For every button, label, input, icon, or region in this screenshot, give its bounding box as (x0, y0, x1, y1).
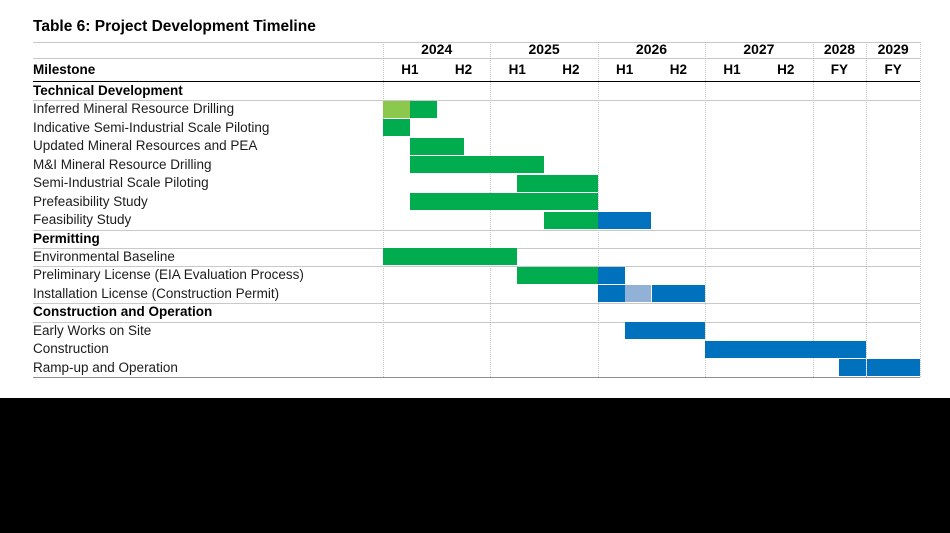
row-label: Early Works on Site (33, 322, 152, 338)
gantt-bar-segment (624, 285, 652, 303)
halfyear-label: H1 (616, 62, 634, 77)
gantt-bar-segment (651, 285, 706, 303)
year-gridline (705, 42, 707, 377)
row-label: Installation License (Construction Permi… (33, 285, 280, 301)
halfyear-label: H2 (454, 62, 473, 77)
year-label: 2024 (421, 41, 453, 57)
year-gridline (866, 42, 868, 377)
gantt-bar-segment (597, 211, 652, 229)
section-header: Technical Development (33, 83, 183, 98)
halfyear-label: H2 (777, 62, 795, 77)
year-label: 2027 (743, 41, 775, 57)
section-divider-line (33, 321, 920, 323)
gantt-bar-segment (383, 248, 518, 266)
milestone-column-header: Milestone (33, 62, 96, 77)
row-label: Semi-Industrial Scale Piloting (33, 175, 209, 191)
year-label: 2025 (528, 41, 560, 57)
row-label: Updated Mineral Resources and PEA (33, 138, 258, 154)
gantt-bar-segment (517, 174, 598, 192)
year-label: 2028 (823, 41, 856, 57)
gantt-bar-segment (409, 193, 598, 211)
gantt-bar-segment (544, 211, 598, 229)
gantt-bar-segment (383, 119, 410, 137)
row-label: Inferred Mineral Resource Drilling (33, 101, 235, 117)
gantt-bar-segment (839, 359, 867, 376)
bottom-black-band (0, 398, 950, 533)
table-bottom-rule (33, 377, 920, 378)
row-label: Environmental Baseline (33, 248, 175, 264)
section-divider-line (33, 229, 920, 231)
gantt-bar-segment (409, 156, 545, 174)
row-label: Prefeasibility Study (33, 193, 148, 209)
section-divider-line (33, 100, 920, 102)
rule-under-years (33, 58, 920, 59)
section-header: Permitting (33, 230, 100, 246)
gantt-bar-segment (624, 322, 706, 340)
year-gridline (920, 42, 921, 377)
year-gridline (812, 42, 814, 377)
halfyear-label: H1 (723, 62, 741, 77)
row-divider-line (33, 266, 920, 268)
table-title: Table 6: Project Development Timeline (33, 18, 316, 35)
year-label: 2029 (877, 41, 909, 57)
halfyear-label: H2 (562, 62, 580, 77)
rule-under-column-headers (33, 81, 920, 82)
year-gridline (383, 42, 384, 377)
halfyear-label: H2 (669, 62, 687, 77)
gantt-bar-segment (867, 359, 920, 376)
gantt-bar-segment (409, 137, 464, 155)
year-gridline (597, 42, 599, 377)
row-label: Construction (33, 341, 109, 357)
gantt-bar-segment (517, 266, 598, 284)
halfyear-label: H1 (508, 62, 526, 77)
gantt-bar-segment (705, 340, 867, 358)
gantt-bar-segment (409, 100, 437, 118)
row-label: Preliminary License (EIA Evaluation Proc… (33, 267, 304, 283)
row-label: Feasibility Study (33, 212, 132, 228)
row-label: M&I Mineral Resource Drilling (33, 156, 212, 172)
gantt-bar-segment (597, 285, 625, 303)
gantt-bar-segment (383, 100, 410, 118)
row-label: Ramp-up and Operation (33, 359, 178, 375)
halfyear-label: H1 (401, 62, 419, 77)
row-label: Indicative Semi-Industrial Scale Pilotin… (33, 119, 270, 135)
gantt-bar-segment (597, 266, 625, 284)
section-divider-line (33, 303, 920, 305)
year-label: 2026 (635, 41, 668, 57)
halfyear-label: FY (830, 62, 849, 77)
rule-under-title (33, 42, 920, 43)
halfyear-label: FY (884, 62, 902, 77)
section-header: Construction and Operation (33, 304, 213, 320)
